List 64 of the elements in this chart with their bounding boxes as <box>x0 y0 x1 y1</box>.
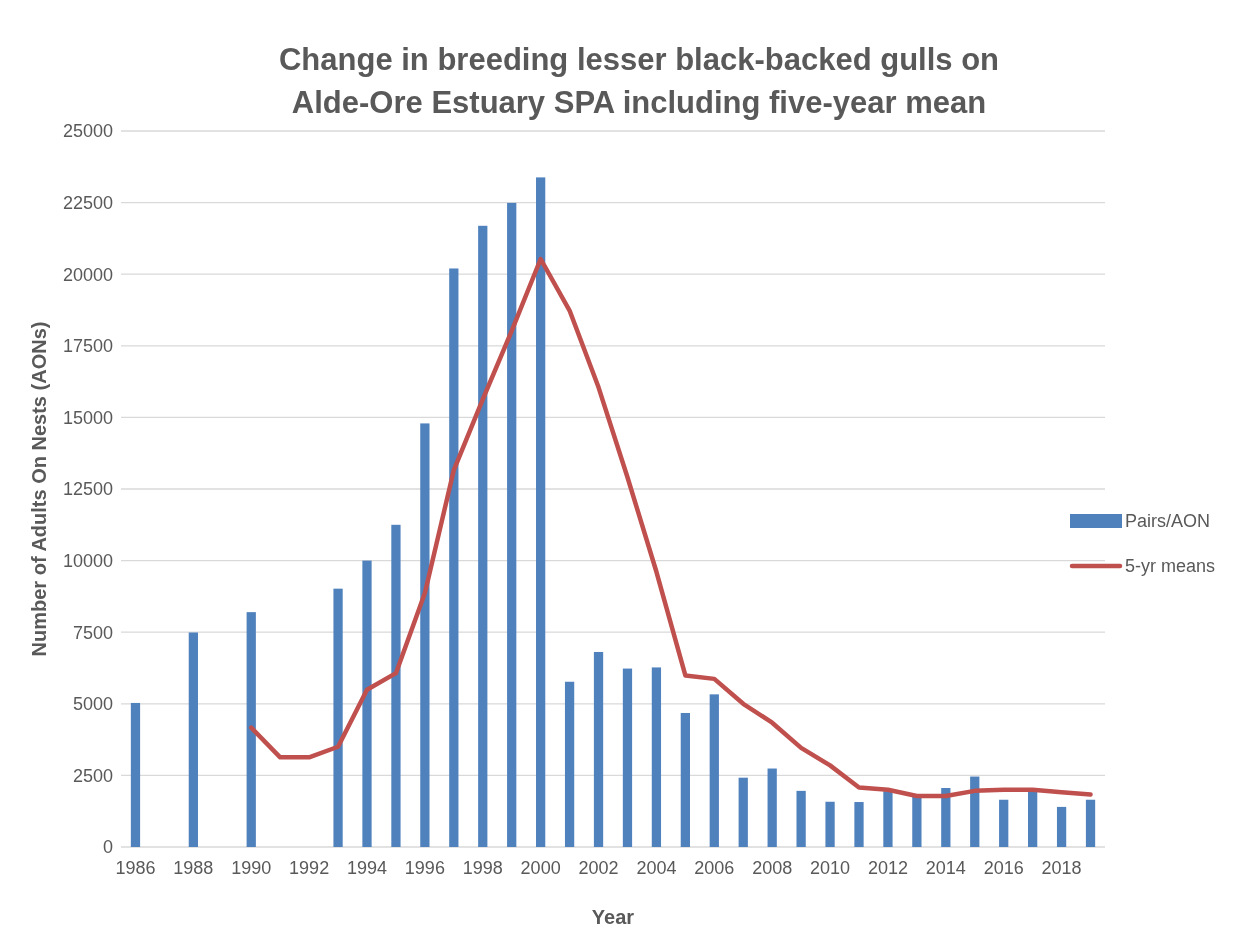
x-tick-label: 2002 <box>578 858 619 878</box>
x-tick-label: 1996 <box>404 858 445 878</box>
x-tick-label: 2012 <box>867 858 908 878</box>
bar <box>941 788 951 847</box>
legend-label: 5-yr means <box>1125 556 1216 577</box>
bar <box>449 268 459 847</box>
bar <box>333 588 343 847</box>
bar <box>680 712 690 847</box>
bar <box>362 560 372 847</box>
bar <box>999 799 1009 847</box>
bar <box>622 668 633 847</box>
x-tick-label: 2018 <box>1041 858 1082 878</box>
x-tick-label: 2004 <box>636 858 677 878</box>
bar <box>738 777 748 847</box>
y-tick-label: 25000 <box>62 121 113 142</box>
x-tick-label: 2014 <box>925 858 966 878</box>
bar <box>1056 806 1067 847</box>
x-tick-label: 1992 <box>289 858 330 878</box>
bar <box>593 651 604 847</box>
x-axis-title: Year <box>591 906 635 928</box>
bar <box>767 768 777 847</box>
bar <box>420 423 430 847</box>
y-axis-title: Number of Adults On Nests (AONs) <box>28 321 50 657</box>
bar <box>478 225 488 847</box>
bar <box>970 776 980 847</box>
bar <box>564 681 575 847</box>
bar <box>651 667 662 847</box>
y-tick-label: 17500 <box>62 336 113 357</box>
bar <box>709 694 719 847</box>
x-tick-label: 2000 <box>520 858 561 878</box>
y-tick-label: 20000 <box>62 264 113 285</box>
legend-label: Pairs/AON <box>1125 511 1211 532</box>
y-tick-label: 2500 <box>72 765 113 786</box>
x-tick-label: 2006 <box>694 858 735 878</box>
bar <box>188 632 198 847</box>
bar <box>854 802 864 847</box>
y-tick-label: 0 <box>102 837 113 858</box>
bar <box>246 612 256 847</box>
bar <box>507 202 517 847</box>
bar <box>1085 799 1096 847</box>
x-tick-label: 2008 <box>752 858 793 878</box>
bar <box>825 801 835 847</box>
x-tick-label: 1988 <box>173 858 214 878</box>
bar <box>130 702 141 847</box>
bar <box>391 524 401 847</box>
bar <box>536 177 546 847</box>
line-series <box>248 256 1093 799</box>
x-tick-label: 1986 <box>115 858 156 878</box>
x-tick-label: 1990 <box>231 858 272 878</box>
y-tick-label: 7500 <box>72 622 113 643</box>
y-tick-label: 22500 <box>62 192 113 213</box>
y-tick-label: 5000 <box>72 694 113 715</box>
y-tick-label: 10000 <box>62 550 113 571</box>
bar <box>912 796 922 847</box>
y-tick-label: 15000 <box>62 407 113 428</box>
x-tick-label: 2016 <box>983 858 1024 878</box>
x-tick-label: 2010 <box>810 858 851 878</box>
y-tick-label: 12500 <box>62 479 113 500</box>
bar <box>796 790 806 847</box>
chart-title: Change in breeding lesser black-backed gulls on Alde-Ore Estuary SPA including five-year mean <box>278 42 1000 120</box>
bar <box>883 791 893 847</box>
x-tick-label: 1994 <box>346 858 388 878</box>
bar <box>1028 789 1038 847</box>
x-tick-label: 1998 <box>462 858 503 878</box>
